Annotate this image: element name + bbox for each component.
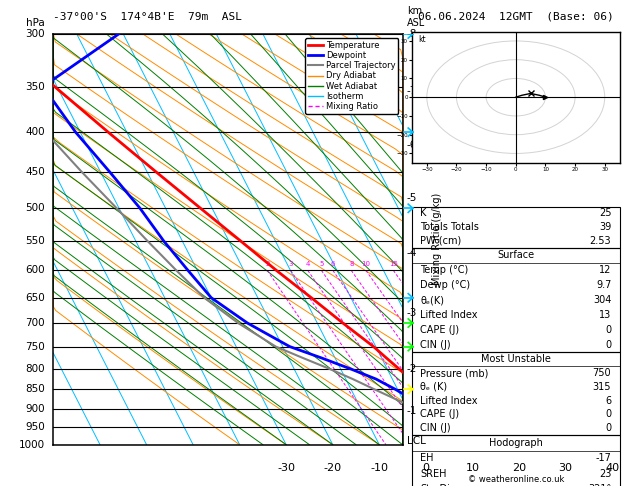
Text: 0: 0 <box>605 340 611 350</box>
Text: 700: 700 <box>25 318 45 328</box>
Text: 39: 39 <box>599 222 611 232</box>
Text: hPa: hPa <box>26 18 45 28</box>
Text: Temp (°C): Temp (°C) <box>420 265 469 275</box>
Text: LCL: LCL <box>407 436 426 446</box>
Text: 950: 950 <box>25 422 45 432</box>
Text: EH: EH <box>420 453 434 463</box>
Text: 23: 23 <box>599 469 611 479</box>
Text: -20: -20 <box>324 463 342 473</box>
Text: CIN (J): CIN (J) <box>420 340 451 350</box>
Text: Totals Totals: Totals Totals <box>420 222 479 232</box>
Text: Lifted Index: Lifted Index <box>420 310 478 320</box>
Text: 9.7: 9.7 <box>596 280 611 290</box>
Text: 850: 850 <box>25 384 45 394</box>
Text: 304: 304 <box>593 295 611 305</box>
Text: -2: -2 <box>407 364 417 374</box>
Text: CIN (J): CIN (J) <box>420 423 451 433</box>
Text: 400: 400 <box>25 127 45 137</box>
Text: 650: 650 <box>25 293 45 303</box>
Text: 5: 5 <box>320 261 324 267</box>
Text: -7: -7 <box>407 87 417 96</box>
Text: 800: 800 <box>25 364 45 374</box>
Text: 0: 0 <box>605 325 611 335</box>
Text: 1000: 1000 <box>19 440 45 450</box>
Text: -6: -6 <box>407 139 417 150</box>
Text: θₑ(K): θₑ(K) <box>420 295 444 305</box>
Text: K: K <box>420 208 426 218</box>
Text: Hodograph: Hodograph <box>489 438 543 448</box>
Text: -5: -5 <box>407 193 417 203</box>
Text: 12: 12 <box>599 265 611 275</box>
Text: 500: 500 <box>25 203 45 213</box>
Text: 20: 20 <box>512 463 526 473</box>
Text: 6: 6 <box>605 396 611 405</box>
Text: © weatheronline.co.uk: © weatheronline.co.uk <box>467 474 564 484</box>
Text: kt: kt <box>418 35 426 44</box>
Text: CAPE (J): CAPE (J) <box>420 409 459 419</box>
Text: 350: 350 <box>25 82 45 91</box>
Text: -10: -10 <box>370 463 388 473</box>
Text: 15: 15 <box>389 261 398 267</box>
Text: 2.53: 2.53 <box>589 236 611 246</box>
Text: Most Unstable: Most Unstable <box>481 354 551 364</box>
Text: -17: -17 <box>596 453 611 463</box>
Text: 3: 3 <box>289 261 293 267</box>
Text: 550: 550 <box>25 236 45 246</box>
Text: -30: -30 <box>277 463 295 473</box>
Text: 321°: 321° <box>588 485 611 486</box>
Text: 30: 30 <box>559 463 572 473</box>
Text: -8: -8 <box>407 29 417 39</box>
Text: Pressure (mb): Pressure (mb) <box>420 368 489 378</box>
Text: -3: -3 <box>407 308 417 318</box>
Text: 25: 25 <box>599 208 611 218</box>
Text: 0: 0 <box>605 409 611 419</box>
Text: 4: 4 <box>306 261 310 267</box>
Text: SREH: SREH <box>420 469 447 479</box>
Text: 900: 900 <box>25 404 45 414</box>
Text: 0: 0 <box>605 423 611 433</box>
Text: 450: 450 <box>25 167 45 177</box>
Text: Lifted Index: Lifted Index <box>420 396 478 405</box>
Text: -37°00'S  174°4B'E  79m  ASL: -37°00'S 174°4B'E 79m ASL <box>53 12 242 22</box>
Text: 600: 600 <box>25 265 45 276</box>
Text: km
ASL: km ASL <box>407 6 425 28</box>
Text: -1: -1 <box>407 406 417 416</box>
Text: Surface: Surface <box>497 250 535 260</box>
Text: 40: 40 <box>605 463 619 473</box>
Text: 13: 13 <box>599 310 611 320</box>
Text: 750: 750 <box>593 368 611 378</box>
Text: 2: 2 <box>265 261 270 267</box>
Text: 6: 6 <box>331 261 335 267</box>
Text: Mixing Ratio (g/kg): Mixing Ratio (g/kg) <box>433 193 442 285</box>
Text: 300: 300 <box>25 29 45 39</box>
Text: 10: 10 <box>465 463 479 473</box>
Text: Dewp (°C): Dewp (°C) <box>420 280 470 290</box>
Text: 10: 10 <box>362 261 370 267</box>
Text: 750: 750 <box>25 342 45 351</box>
Legend: Temperature, Dewpoint, Parcel Trajectory, Dry Adiabat, Wet Adiabat, Isotherm, Mi: Temperature, Dewpoint, Parcel Trajectory… <box>306 38 398 114</box>
Text: -4: -4 <box>407 248 417 258</box>
Text: 0: 0 <box>422 463 430 473</box>
Text: θₑ (K): θₑ (K) <box>420 382 447 392</box>
Text: 315: 315 <box>593 382 611 392</box>
Text: StmDir: StmDir <box>420 485 454 486</box>
Text: 8: 8 <box>349 261 353 267</box>
Text: CAPE (J): CAPE (J) <box>420 325 459 335</box>
Text: PW (cm): PW (cm) <box>420 236 462 246</box>
Text: 06.06.2024  12GMT  (Base: 06): 06.06.2024 12GMT (Base: 06) <box>418 12 614 22</box>
